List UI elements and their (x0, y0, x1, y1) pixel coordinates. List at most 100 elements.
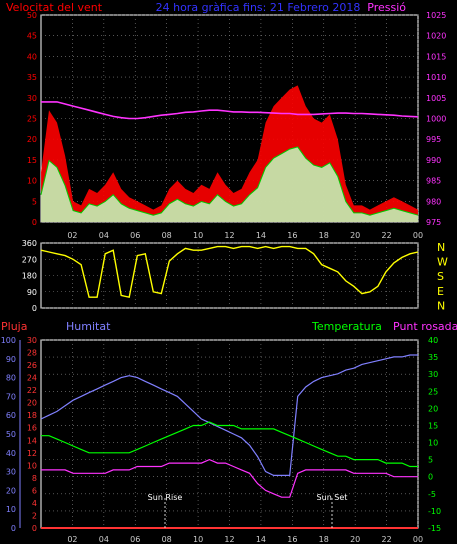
rain-tick-label: 10 (27, 461, 37, 470)
humidity-tick-label: 100 (1, 336, 16, 345)
rain-tick-label: 30 (27, 336, 37, 345)
humidity-tick-label: 80 (6, 374, 16, 383)
humidity-tick-label: 0 (11, 524, 16, 533)
wind-tick-label: 5 (32, 197, 37, 206)
rain-tick-label: 2 (32, 511, 37, 520)
rain-tick-label: 18 (27, 411, 37, 420)
compass-label: N (437, 241, 445, 254)
direction-tick-label: 180 (22, 272, 37, 281)
x-tick-label: 04 (99, 231, 109, 240)
temperature-tick-label: 15 (428, 421, 438, 430)
rain-tick-label: 4 (32, 499, 37, 508)
x-tick-label: 12 (224, 231, 234, 240)
wind-tick-label: 40 (27, 52, 37, 61)
temperature-tick-label: -15 (428, 524, 441, 533)
wind-pressure-panel: 0510152025303540455097598098599099510001… (27, 11, 447, 240)
rain-tick-label: 28 (27, 349, 37, 358)
x-tick-label: 10 (193, 231, 203, 240)
pressure-tick-label: 1005 (426, 94, 446, 103)
pressure-title: Pressió (367, 1, 406, 14)
series-temperature (41, 421, 418, 468)
series-wind-direction (40, 245, 419, 299)
temperature-tick-label: -10 (428, 507, 441, 516)
wind-speed-title: Velocitat del vent (6, 1, 103, 14)
wind-tick-label: 25 (27, 115, 37, 124)
x-tick-label: 08 (162, 231, 172, 240)
x-tick-label: 18 (319, 535, 329, 544)
x-tick-label: 20 (350, 535, 360, 544)
temperature-tick-label: 35 (428, 353, 438, 362)
x-tick-label: 10 (193, 535, 203, 544)
pressure-tick-label: 1000 (426, 115, 446, 124)
series-avg-wind-fill (41, 146, 418, 222)
direction-tick-label: 270 (22, 255, 37, 264)
x-tick-label: 04 (99, 535, 109, 544)
temperature-tick-label: 25 (428, 387, 438, 396)
x-tick-label: 06 (130, 535, 140, 544)
series-pressure (41, 101, 419, 120)
x-tick-label: 22 (381, 231, 391, 240)
rain-tick-label: 6 (32, 486, 37, 495)
x-tick-label: 00 (413, 231, 423, 240)
sun-rise-label: Sun Rise (148, 493, 183, 502)
humidity-tick-label: 60 (6, 411, 16, 420)
temperature-axis-label: Temperatura (311, 320, 382, 333)
x-tick-label: 14 (256, 231, 266, 240)
temp-humidity-panel: 0102030405060708090100024681012141618202… (1, 336, 441, 544)
compass-label: N (437, 299, 445, 312)
rain-tick-label: 8 (32, 474, 37, 483)
compass-label: W (437, 256, 448, 269)
rain-tick-label: 20 (27, 399, 37, 408)
pressure-tick-label: 1025 (426, 11, 446, 20)
pressure-tick-label: 980 (426, 197, 441, 206)
chart-date-title: 24 hora gràfica fins: 21 Febrero 2018 (156, 1, 361, 14)
humidity-tick-label: 50 (6, 430, 16, 439)
series-humidity (40, 354, 418, 476)
direction-tick-label: 360 (22, 239, 37, 248)
wind-tick-label: 50 (27, 11, 37, 20)
wind-tick-label: 0 (32, 218, 37, 227)
temperature-tick-label: 0 (428, 473, 433, 482)
x-tick-label: 00 (413, 535, 423, 544)
x-tick-label: 16 (287, 231, 297, 240)
wind-tick-label: 15 (27, 156, 37, 165)
compass-label: E (437, 285, 444, 298)
temperature-tick-label: 40 (428, 336, 438, 345)
temperature-tick-label: 30 (428, 370, 438, 379)
compass-label: S (437, 270, 444, 283)
humidity-tick-label: 40 (6, 449, 16, 458)
wind-tick-label: 10 (27, 177, 37, 186)
rain-tick-label: 26 (27, 361, 37, 370)
x-tick-label: 22 (381, 535, 391, 544)
rain-tick-label: 24 (27, 374, 37, 383)
pressure-tick-label: 1010 (426, 73, 446, 82)
temperature-tick-label: 10 (428, 439, 438, 448)
rain-axis-label: Pluja (1, 320, 27, 333)
x-tick-label: 18 (319, 231, 329, 240)
x-tick-label: 12 (224, 535, 234, 544)
rain-tick-label: 16 (27, 424, 37, 433)
temperature-tick-label: 20 (428, 404, 438, 413)
pressure-tick-label: 990 (426, 156, 441, 165)
rain-tick-label: 12 (27, 449, 37, 458)
pressure-tick-label: 1015 (426, 52, 446, 61)
series-avg-wind-line (40, 146, 419, 216)
direction-tick-label: 0 (32, 304, 37, 313)
rain-tick-label: 0 (32, 524, 37, 533)
direction-tick-label: 90 (27, 288, 37, 297)
wind-tick-label: 45 (27, 32, 37, 41)
wind-tick-label: 30 (27, 94, 37, 103)
x-tick-label: 08 (162, 535, 172, 544)
dew-point-axis-label: Punt rosada (393, 320, 457, 333)
sun-set-label: Sun Set (317, 493, 348, 502)
pressure-tick-label: 995 (426, 135, 441, 144)
x-tick-label: 20 (350, 231, 360, 240)
humidity-tick-label: 90 (6, 355, 16, 364)
x-tick-label: 02 (67, 231, 77, 240)
temperature-tick-label: 5 (428, 456, 433, 465)
wind-tick-label: 35 (27, 73, 37, 82)
rain-tick-label: 22 (27, 386, 37, 395)
